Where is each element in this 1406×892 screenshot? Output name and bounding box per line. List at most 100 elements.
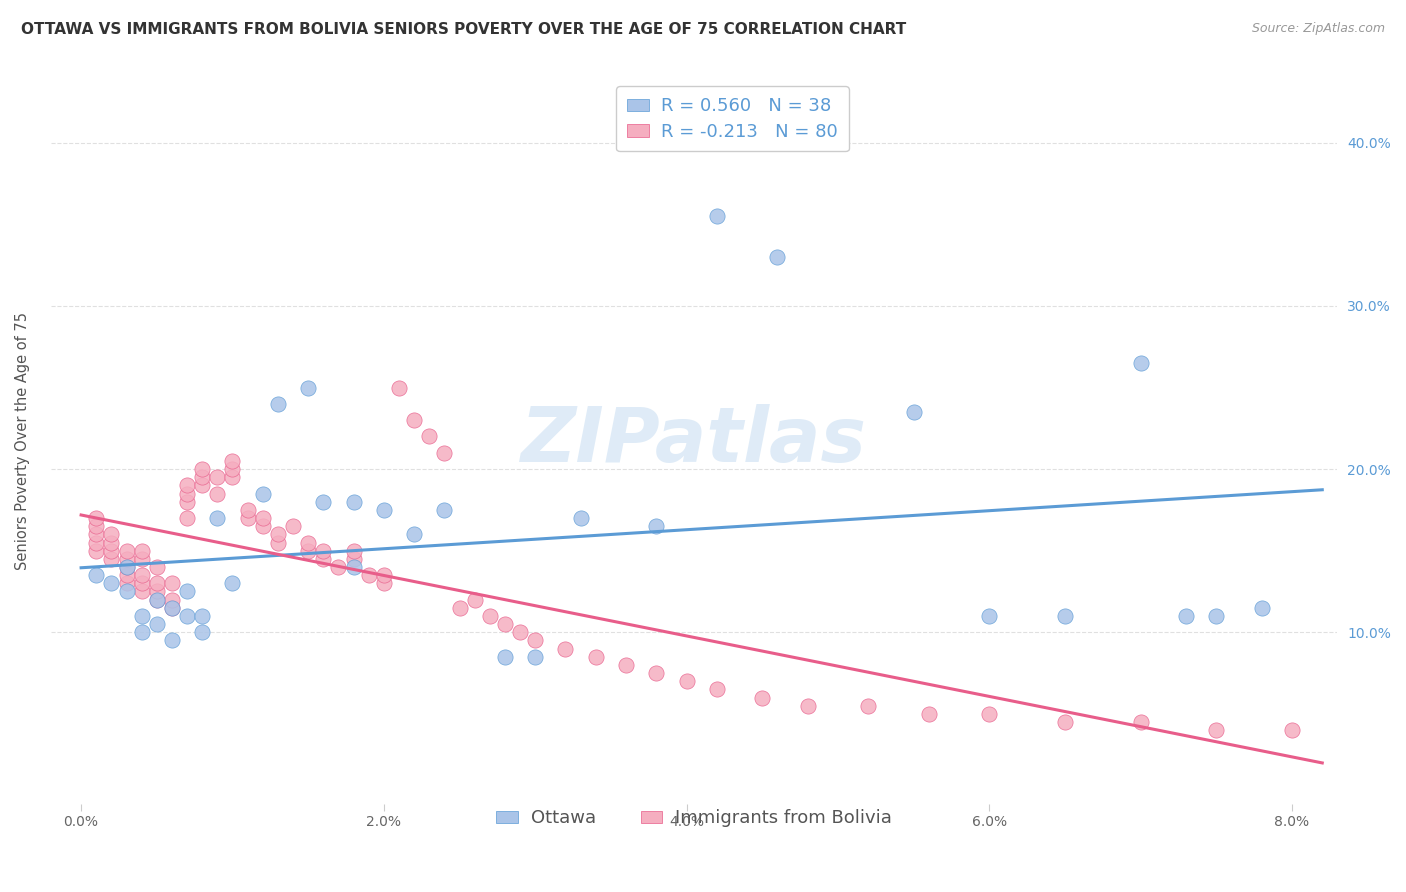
Point — [84, 527, 107, 541]
Point — [146, 592, 169, 607]
Point — [979, 609, 1001, 624]
Point — [146, 576, 169, 591]
Point — [176, 609, 198, 624]
Point — [84, 535, 107, 549]
Point — [297, 535, 319, 549]
Point — [131, 576, 153, 591]
Point — [766, 250, 789, 264]
Point — [131, 584, 153, 599]
Point — [115, 560, 138, 574]
Point — [373, 503, 395, 517]
Point — [675, 674, 697, 689]
Point — [614, 657, 637, 672]
Point — [585, 649, 607, 664]
Point — [176, 494, 198, 508]
Point — [131, 568, 153, 582]
Point — [297, 380, 319, 394]
Point — [433, 446, 456, 460]
Point — [478, 609, 501, 624]
Point — [464, 592, 486, 607]
Point — [554, 641, 576, 656]
Point — [191, 478, 214, 492]
Point — [115, 584, 138, 599]
Point — [176, 584, 198, 599]
Point — [373, 568, 395, 582]
Point — [160, 600, 183, 615]
Point — [236, 511, 259, 525]
Point — [221, 462, 243, 476]
Point — [100, 535, 122, 549]
Text: Source: ZipAtlas.com: Source: ZipAtlas.com — [1251, 22, 1385, 36]
Point — [373, 576, 395, 591]
Point — [207, 511, 229, 525]
Point — [146, 560, 169, 574]
Point — [524, 633, 547, 648]
Point — [191, 470, 214, 484]
Point — [645, 519, 668, 533]
Point — [297, 543, 319, 558]
Point — [418, 429, 440, 443]
Point — [252, 486, 274, 500]
Point — [342, 552, 364, 566]
Point — [342, 494, 364, 508]
Point — [903, 405, 925, 419]
Point — [100, 527, 122, 541]
Point — [1175, 609, 1198, 624]
Point — [131, 552, 153, 566]
Point — [388, 380, 411, 394]
Point — [115, 552, 138, 566]
Point — [312, 543, 335, 558]
Point — [191, 625, 214, 640]
Point — [146, 617, 169, 632]
Point — [146, 584, 169, 599]
Point — [1053, 609, 1076, 624]
Point — [524, 649, 547, 664]
Point — [433, 503, 456, 517]
Point — [569, 511, 592, 525]
Point — [918, 706, 941, 721]
Point — [267, 527, 290, 541]
Point — [404, 527, 426, 541]
Point — [252, 519, 274, 533]
Point — [328, 560, 350, 574]
Point — [312, 494, 335, 508]
Point — [267, 535, 290, 549]
Point — [191, 462, 214, 476]
Point — [115, 560, 138, 574]
Point — [207, 470, 229, 484]
Point — [796, 698, 818, 713]
Point — [494, 617, 516, 632]
Point — [252, 511, 274, 525]
Point — [1281, 723, 1303, 738]
Point — [1205, 723, 1227, 738]
Point — [312, 552, 335, 566]
Point — [1250, 600, 1272, 615]
Point — [281, 519, 304, 533]
Point — [160, 592, 183, 607]
Point — [100, 576, 122, 591]
Point — [404, 413, 426, 427]
Point — [84, 519, 107, 533]
Legend: Ottawa, Immigrants from Bolivia: Ottawa, Immigrants from Bolivia — [489, 802, 900, 835]
Point — [342, 560, 364, 574]
Point — [131, 543, 153, 558]
Point — [131, 625, 153, 640]
Point — [856, 698, 879, 713]
Point — [160, 633, 183, 648]
Point — [1129, 356, 1152, 370]
Point — [160, 576, 183, 591]
Point — [146, 592, 169, 607]
Point — [176, 486, 198, 500]
Point — [706, 682, 728, 697]
Point — [115, 568, 138, 582]
Point — [131, 609, 153, 624]
Point — [1053, 714, 1076, 729]
Point — [706, 209, 728, 223]
Point — [1129, 714, 1152, 729]
Text: OTTAWA VS IMMIGRANTS FROM BOLIVIA SENIORS POVERTY OVER THE AGE OF 75 CORRELATION: OTTAWA VS IMMIGRANTS FROM BOLIVIA SENIOR… — [21, 22, 907, 37]
Point — [100, 552, 122, 566]
Point — [221, 470, 243, 484]
Point — [751, 690, 773, 705]
Point — [267, 397, 290, 411]
Point — [207, 486, 229, 500]
